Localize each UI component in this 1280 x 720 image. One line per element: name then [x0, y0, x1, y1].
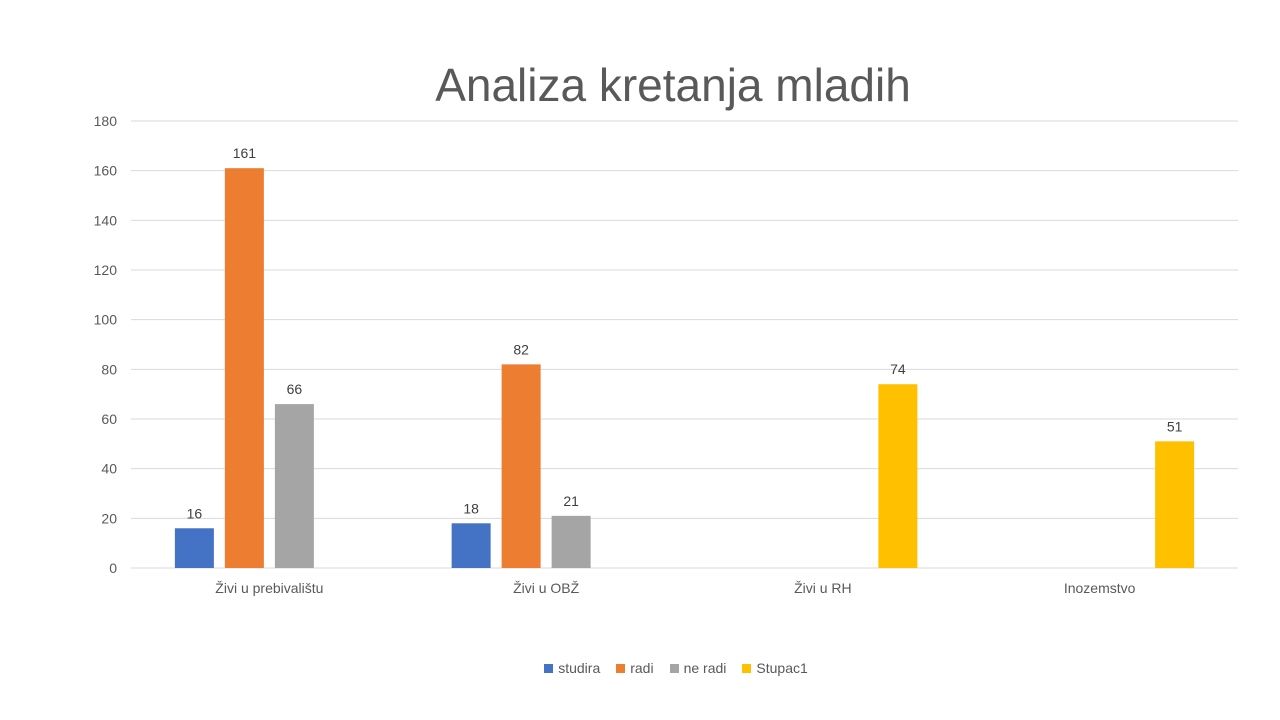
legend-label: radi	[630, 660, 654, 676]
legend-swatch	[669, 663, 679, 673]
x-tick-label: Živi u prebivalištu	[215, 580, 323, 596]
x-tick-label: Živi u RH	[794, 580, 852, 596]
legend-label: studira	[558, 660, 601, 676]
chart-title: Analiza kretanja mladih	[435, 59, 911, 111]
data-label: 51	[1167, 418, 1183, 434]
bar	[878, 384, 918, 568]
legend-item: radi	[616, 660, 654, 676]
legend-item: ne radi	[669, 660, 727, 676]
data-label: 21	[563, 493, 579, 509]
data-label: 66	[287, 381, 303, 397]
legend-label: ne radi	[683, 660, 727, 676]
x-tick-label: Inozemstvo	[1064, 580, 1136, 596]
y-tick-label: 20	[101, 510, 117, 526]
legend-label: Stupac1	[756, 660, 808, 676]
bar	[451, 523, 491, 568]
data-label: 161	[233, 145, 257, 161]
y-tick-label: 40	[101, 461, 117, 477]
legend-swatch	[544, 663, 554, 673]
legend-swatch	[616, 663, 626, 673]
y-tick-label: 0	[109, 560, 117, 576]
y-tick-label: 160	[94, 163, 118, 179]
legend-swatch	[742, 663, 752, 673]
bar	[174, 528, 214, 568]
data-label: 16	[187, 505, 203, 521]
legend-item: studira	[544, 660, 600, 676]
bar	[1155, 441, 1195, 568]
legend: studira radi ne radi Stupac1	[0, 660, 1280, 676]
y-tick-label: 100	[94, 312, 118, 328]
data-label: 74	[890, 361, 906, 377]
y-tick-label: 120	[94, 262, 118, 278]
bar	[224, 168, 264, 568]
x-tick-label: Živi u OBŽ	[513, 580, 580, 596]
y-tick-label: 60	[101, 411, 117, 427]
y-tick-label: 140	[94, 212, 118, 228]
data-label: 18	[463, 500, 479, 516]
y-tick-label: 80	[101, 361, 117, 377]
bar	[501, 364, 541, 568]
legend-item: Stupac1	[742, 660, 808, 676]
bar	[551, 515, 591, 568]
y-tick-label: 180	[94, 113, 118, 129]
data-label: 82	[513, 341, 529, 357]
bar	[274, 404, 314, 568]
